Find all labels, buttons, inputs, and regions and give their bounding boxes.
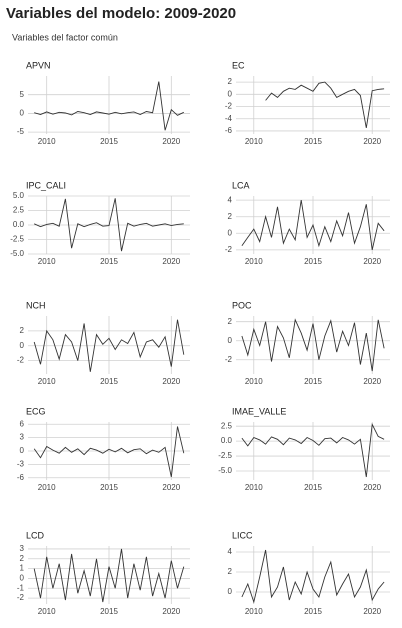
y-tick-label: -6 (17, 473, 25, 482)
x-tick-label: 2020 (363, 607, 381, 616)
y-tick-label: 2 (228, 212, 233, 221)
panel-title: LICC (232, 530, 253, 540)
x-tick-label: 2015 (100, 607, 118, 616)
x-tick-label: 2010 (38, 607, 56, 616)
y-tick-label: -2 (17, 356, 25, 365)
y-tick-label: -6 (225, 126, 233, 135)
x-tick-label: 2020 (162, 377, 180, 386)
y-tick-label: 0 (228, 89, 233, 98)
x-tick-label: 2015 (100, 377, 118, 386)
panel-title: IMAE_VALLE (232, 406, 286, 416)
panel-title: LCD (26, 530, 45, 540)
x-tick-label: 2015 (304, 483, 322, 492)
x-tick-label: 2020 (363, 483, 381, 492)
y-tick-label: -2 (225, 245, 233, 254)
panel-title: NCH (26, 300, 46, 310)
y-tick-label: -2 (17, 593, 25, 602)
y-tick-label: -5.0 (218, 466, 232, 475)
y-tick-label: -1 (17, 583, 25, 592)
y-tick-label: -5 (17, 127, 25, 136)
x-tick-label: 2015 (100, 137, 118, 146)
panel-title: IPC_CALI (26, 180, 66, 190)
panel-title: POC (232, 300, 252, 310)
x-tick-label: 2015 (100, 483, 118, 492)
y-tick-label: 2 (20, 326, 25, 335)
page-title: Variables del modelo: 2009-2020 (6, 5, 236, 22)
series-line (265, 81, 385, 128)
y-tick-label: -2.5 (10, 235, 24, 244)
series-line (241, 549, 385, 604)
series-line (34, 198, 184, 252)
y-tick-label: -4 (225, 114, 233, 123)
panel-title: EC (232, 60, 245, 70)
x-tick-label: 2010 (245, 137, 263, 146)
y-tick-label: 0 (228, 336, 233, 345)
y-tick-label: 0 (228, 587, 233, 596)
y-tick-label: 2.5 (221, 421, 233, 430)
x-tick-label: 2015 (304, 257, 322, 266)
x-tick-label: 2010 (38, 377, 56, 386)
y-tick-label: 2 (228, 567, 233, 576)
x-tick-label: 2010 (38, 257, 56, 266)
series-line (33, 426, 185, 477)
y-tick-label: 3 (20, 544, 25, 553)
y-tick-label: 0 (20, 109, 25, 118)
series-line (34, 81, 184, 131)
x-tick-label: 2015 (304, 607, 322, 616)
x-tick-label: 2010 (245, 257, 263, 266)
panel-title: ECG (26, 406, 46, 416)
x-tick-label: 2020 (363, 257, 381, 266)
x-tick-label: 2020 (162, 607, 180, 616)
series-line (241, 200, 385, 250)
y-tick-label: 4 (228, 547, 233, 556)
x-tick-label: 2010 (245, 607, 263, 616)
y-tick-label: 0 (20, 341, 25, 350)
series-line (33, 319, 185, 372)
series-line (241, 422, 385, 478)
x-tick-label: 2010 (38, 483, 56, 492)
y-tick-label: 5.0 (13, 191, 25, 200)
x-tick-label: 2010 (245, 483, 263, 492)
x-tick-label: 2015 (304, 377, 322, 386)
panel-title: LCA (232, 180, 250, 190)
x-tick-label: 2015 (304, 137, 322, 146)
x-tick-label: 2020 (162, 257, 180, 266)
y-tick-label: 0 (20, 574, 25, 583)
y-tick-label: 0 (228, 228, 233, 237)
y-tick-label: -2 (225, 102, 233, 111)
y-tick-label: -3 (17, 459, 25, 468)
y-tick-label: 5 (20, 90, 25, 99)
y-tick-label: 2 (228, 77, 233, 86)
y-tick-label: 6 (20, 419, 25, 428)
page-subtitle: Variables del factor común (12, 32, 118, 42)
y-tick-label: -5.0 (10, 249, 24, 258)
y-tick-label: 4 (228, 195, 233, 204)
y-tick-label: 2.5 (13, 206, 25, 215)
y-tick-label: 1 (20, 564, 25, 573)
x-tick-label: 2010 (245, 377, 263, 386)
y-tick-label: 2 (228, 317, 233, 326)
x-tick-label: 2010 (38, 137, 56, 146)
x-tick-label: 2020 (162, 483, 180, 492)
y-tick-label: 0.0 (13, 220, 25, 229)
x-tick-label: 2020 (363, 137, 381, 146)
x-tick-label: 2020 (363, 377, 381, 386)
y-tick-label: 3 (20, 433, 25, 442)
x-tick-label: 2020 (162, 137, 180, 146)
y-tick-label: 0.0 (221, 436, 233, 445)
y-tick-label: -2.5 (218, 451, 232, 460)
series-line (241, 318, 385, 372)
x-tick-label: 2015 (100, 257, 118, 266)
y-tick-label: -2 (225, 355, 233, 364)
y-tick-label: 2 (20, 554, 25, 563)
y-tick-label: 0 (20, 446, 25, 455)
panel-title: APVN (26, 60, 51, 70)
series-line (33, 548, 185, 603)
